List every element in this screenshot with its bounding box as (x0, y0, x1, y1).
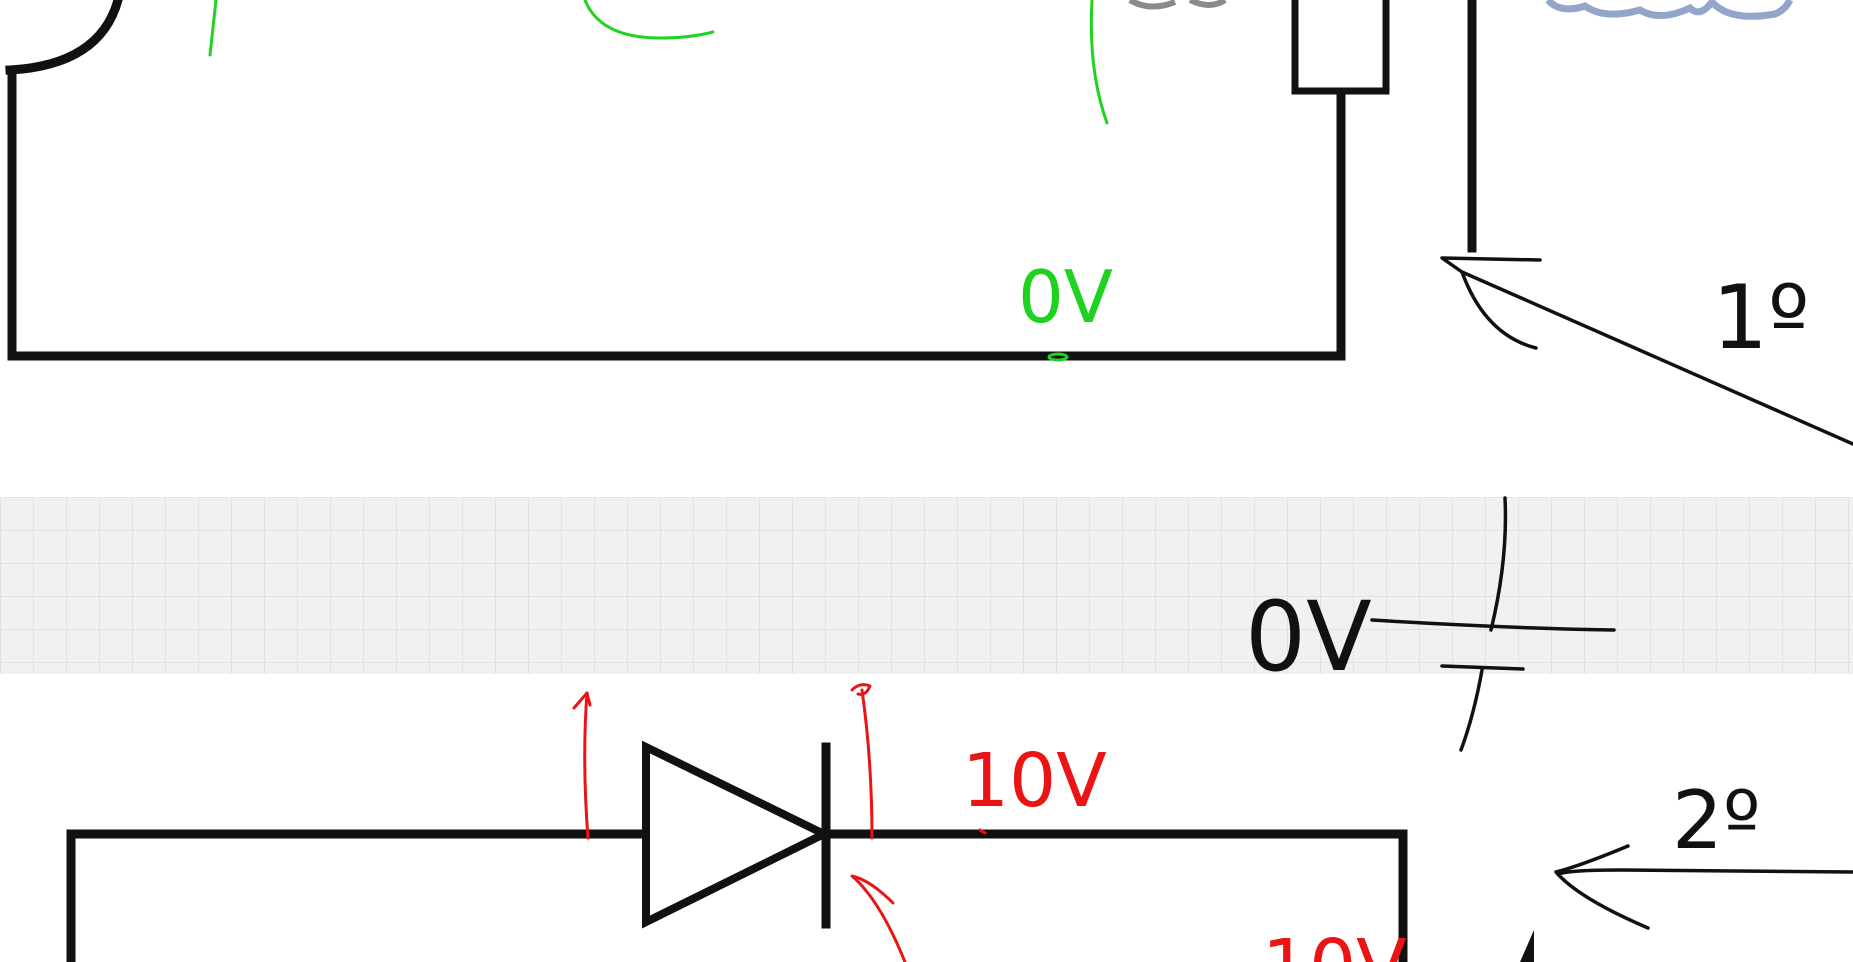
black-zero-volts-label: 0V (1245, 581, 1372, 693)
red-partial-volts-label: 10V (1262, 924, 1407, 962)
step-one-label: 1º (1712, 266, 1809, 369)
red-arrow-right-shaft (860, 688, 874, 840)
top-circuit (5, 0, 1794, 361)
plate-bottom (1440, 664, 1525, 671)
green-stroke-3 (1089, 0, 1109, 125)
arrow-2-head (1554, 844, 1650, 930)
plate-lead-top (1489, 496, 1508, 632)
red-node-dot (978, 828, 987, 835)
green-stroke-1 (208, 0, 218, 57)
red-arrow-left-shaft (583, 691, 590, 840)
arrow-1-head (1440, 256, 1542, 350)
green-zero-volts-label: 0V (1018, 255, 1113, 339)
step-two-label: 2º (1672, 774, 1761, 867)
resistor-symbol (1291, 0, 1390, 95)
step-two-arrow: 2º (1554, 774, 1853, 930)
diode-triangle (642, 740, 834, 929)
partial-arrow-head (1520, 930, 1534, 962)
step-one-arrow: 1º (1440, 256, 1853, 446)
red-annotations: 10V 10V (572, 683, 1407, 962)
bottom-circuit (66, 740, 1534, 962)
green-annotations: 0V (208, 0, 1113, 362)
partial-formula-left (1128, 0, 1227, 10)
green-stroke-2 (583, 0, 715, 40)
red-curved-stroke (850, 874, 907, 962)
grid-background-band (0, 497, 1853, 674)
red-arrow-right-head (850, 683, 872, 696)
partial-formula-right (1545, 0, 1794, 20)
arrow-2-line (1556, 868, 1853, 876)
ground-plate-symbol: 0V (1245, 496, 1616, 752)
arrow-1-line (1460, 270, 1853, 446)
red-arrow-left-head (572, 691, 592, 710)
plate-top (1370, 618, 1616, 632)
green-node-dot (1047, 352, 1069, 362)
top-left-arc-wire (5, 0, 123, 75)
plate-lead-bottom (1459, 668, 1484, 752)
red-ten-volts-label: 10V (962, 738, 1107, 824)
top-loop-wire (7, 65, 1346, 361)
